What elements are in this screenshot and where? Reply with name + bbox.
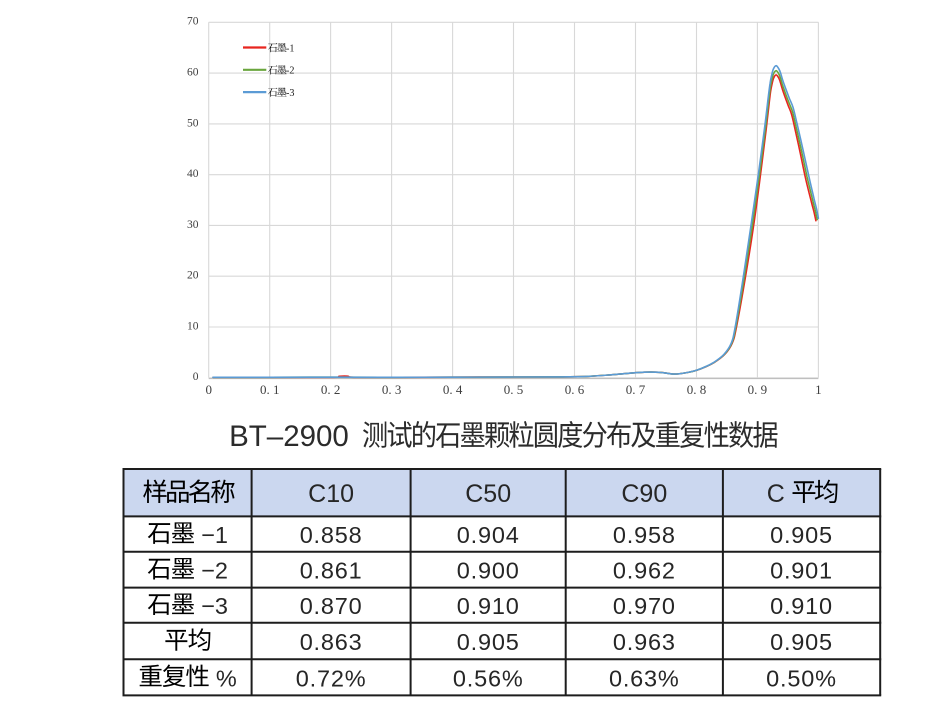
svg-text:60: 60	[187, 67, 199, 79]
svg-text:0.910: 0.910	[770, 593, 833, 619]
svg-text:0.963: 0.963	[613, 629, 676, 655]
svg-text:0.56%: 0.56%	[453, 665, 524, 691]
svg-text:40: 40	[187, 168, 199, 180]
svg-text:0.970: 0.970	[613, 593, 676, 619]
svg-text:0. 3: 0. 3	[382, 382, 402, 397]
svg-text:C50: C50	[465, 480, 511, 508]
svg-text:0.905: 0.905	[770, 522, 833, 548]
svg-text:0.905: 0.905	[457, 629, 520, 655]
svg-text:−2: −2	[201, 558, 228, 584]
svg-text:0.72%: 0.72%	[296, 665, 367, 691]
svg-text:50: 50	[187, 117, 199, 129]
svg-text:BT–2900: BT–2900	[229, 420, 349, 453]
svg-text:C90: C90	[621, 480, 667, 508]
svg-text:0.910: 0.910	[457, 593, 520, 619]
svg-text:0.858: 0.858	[300, 522, 363, 548]
svg-text:0.905: 0.905	[770, 629, 833, 655]
svg-text:0. 8: 0. 8	[687, 382, 707, 397]
svg-text:0.904: 0.904	[457, 522, 520, 548]
svg-text:−1: −1	[201, 522, 228, 548]
svg-text:0.863: 0.863	[300, 629, 363, 655]
svg-text:0.861: 0.861	[300, 558, 363, 584]
svg-text:0.958: 0.958	[613, 522, 676, 548]
svg-text:0. 4: 0. 4	[443, 382, 463, 397]
svg-text:−3: −3	[201, 593, 228, 619]
svg-text:0.50%: 0.50%	[766, 665, 837, 691]
svg-text:70: 70	[187, 16, 199, 28]
svg-text:0.901: 0.901	[770, 558, 833, 584]
svg-text:C10: C10	[308, 480, 354, 508]
svg-text:-1: -1	[286, 43, 295, 54]
svg-text:0.63%: 0.63%	[609, 665, 680, 691]
svg-text:20: 20	[187, 270, 199, 282]
svg-text:0.870: 0.870	[300, 593, 363, 619]
svg-text:0.962: 0.962	[613, 558, 676, 584]
svg-text:0. 5: 0. 5	[504, 382, 524, 397]
svg-text:0.900: 0.900	[457, 558, 520, 584]
svg-text:0. 1: 0. 1	[260, 382, 280, 397]
svg-text:%: %	[216, 665, 237, 691]
svg-text:10: 10	[187, 320, 199, 332]
svg-text:-2: -2	[286, 66, 295, 77]
svg-text:0. 6: 0. 6	[565, 382, 585, 397]
svg-text:C: C	[767, 480, 785, 508]
svg-text:0: 0	[205, 382, 212, 397]
svg-text:0. 2: 0. 2	[321, 382, 341, 397]
svg-text:0. 9: 0. 9	[748, 382, 768, 397]
svg-text:1: 1	[815, 382, 822, 397]
svg-text:0: 0	[193, 371, 199, 383]
svg-text:0. 7: 0. 7	[626, 382, 646, 397]
svg-text:30: 30	[187, 219, 199, 231]
svg-text:-3: -3	[286, 88, 295, 99]
